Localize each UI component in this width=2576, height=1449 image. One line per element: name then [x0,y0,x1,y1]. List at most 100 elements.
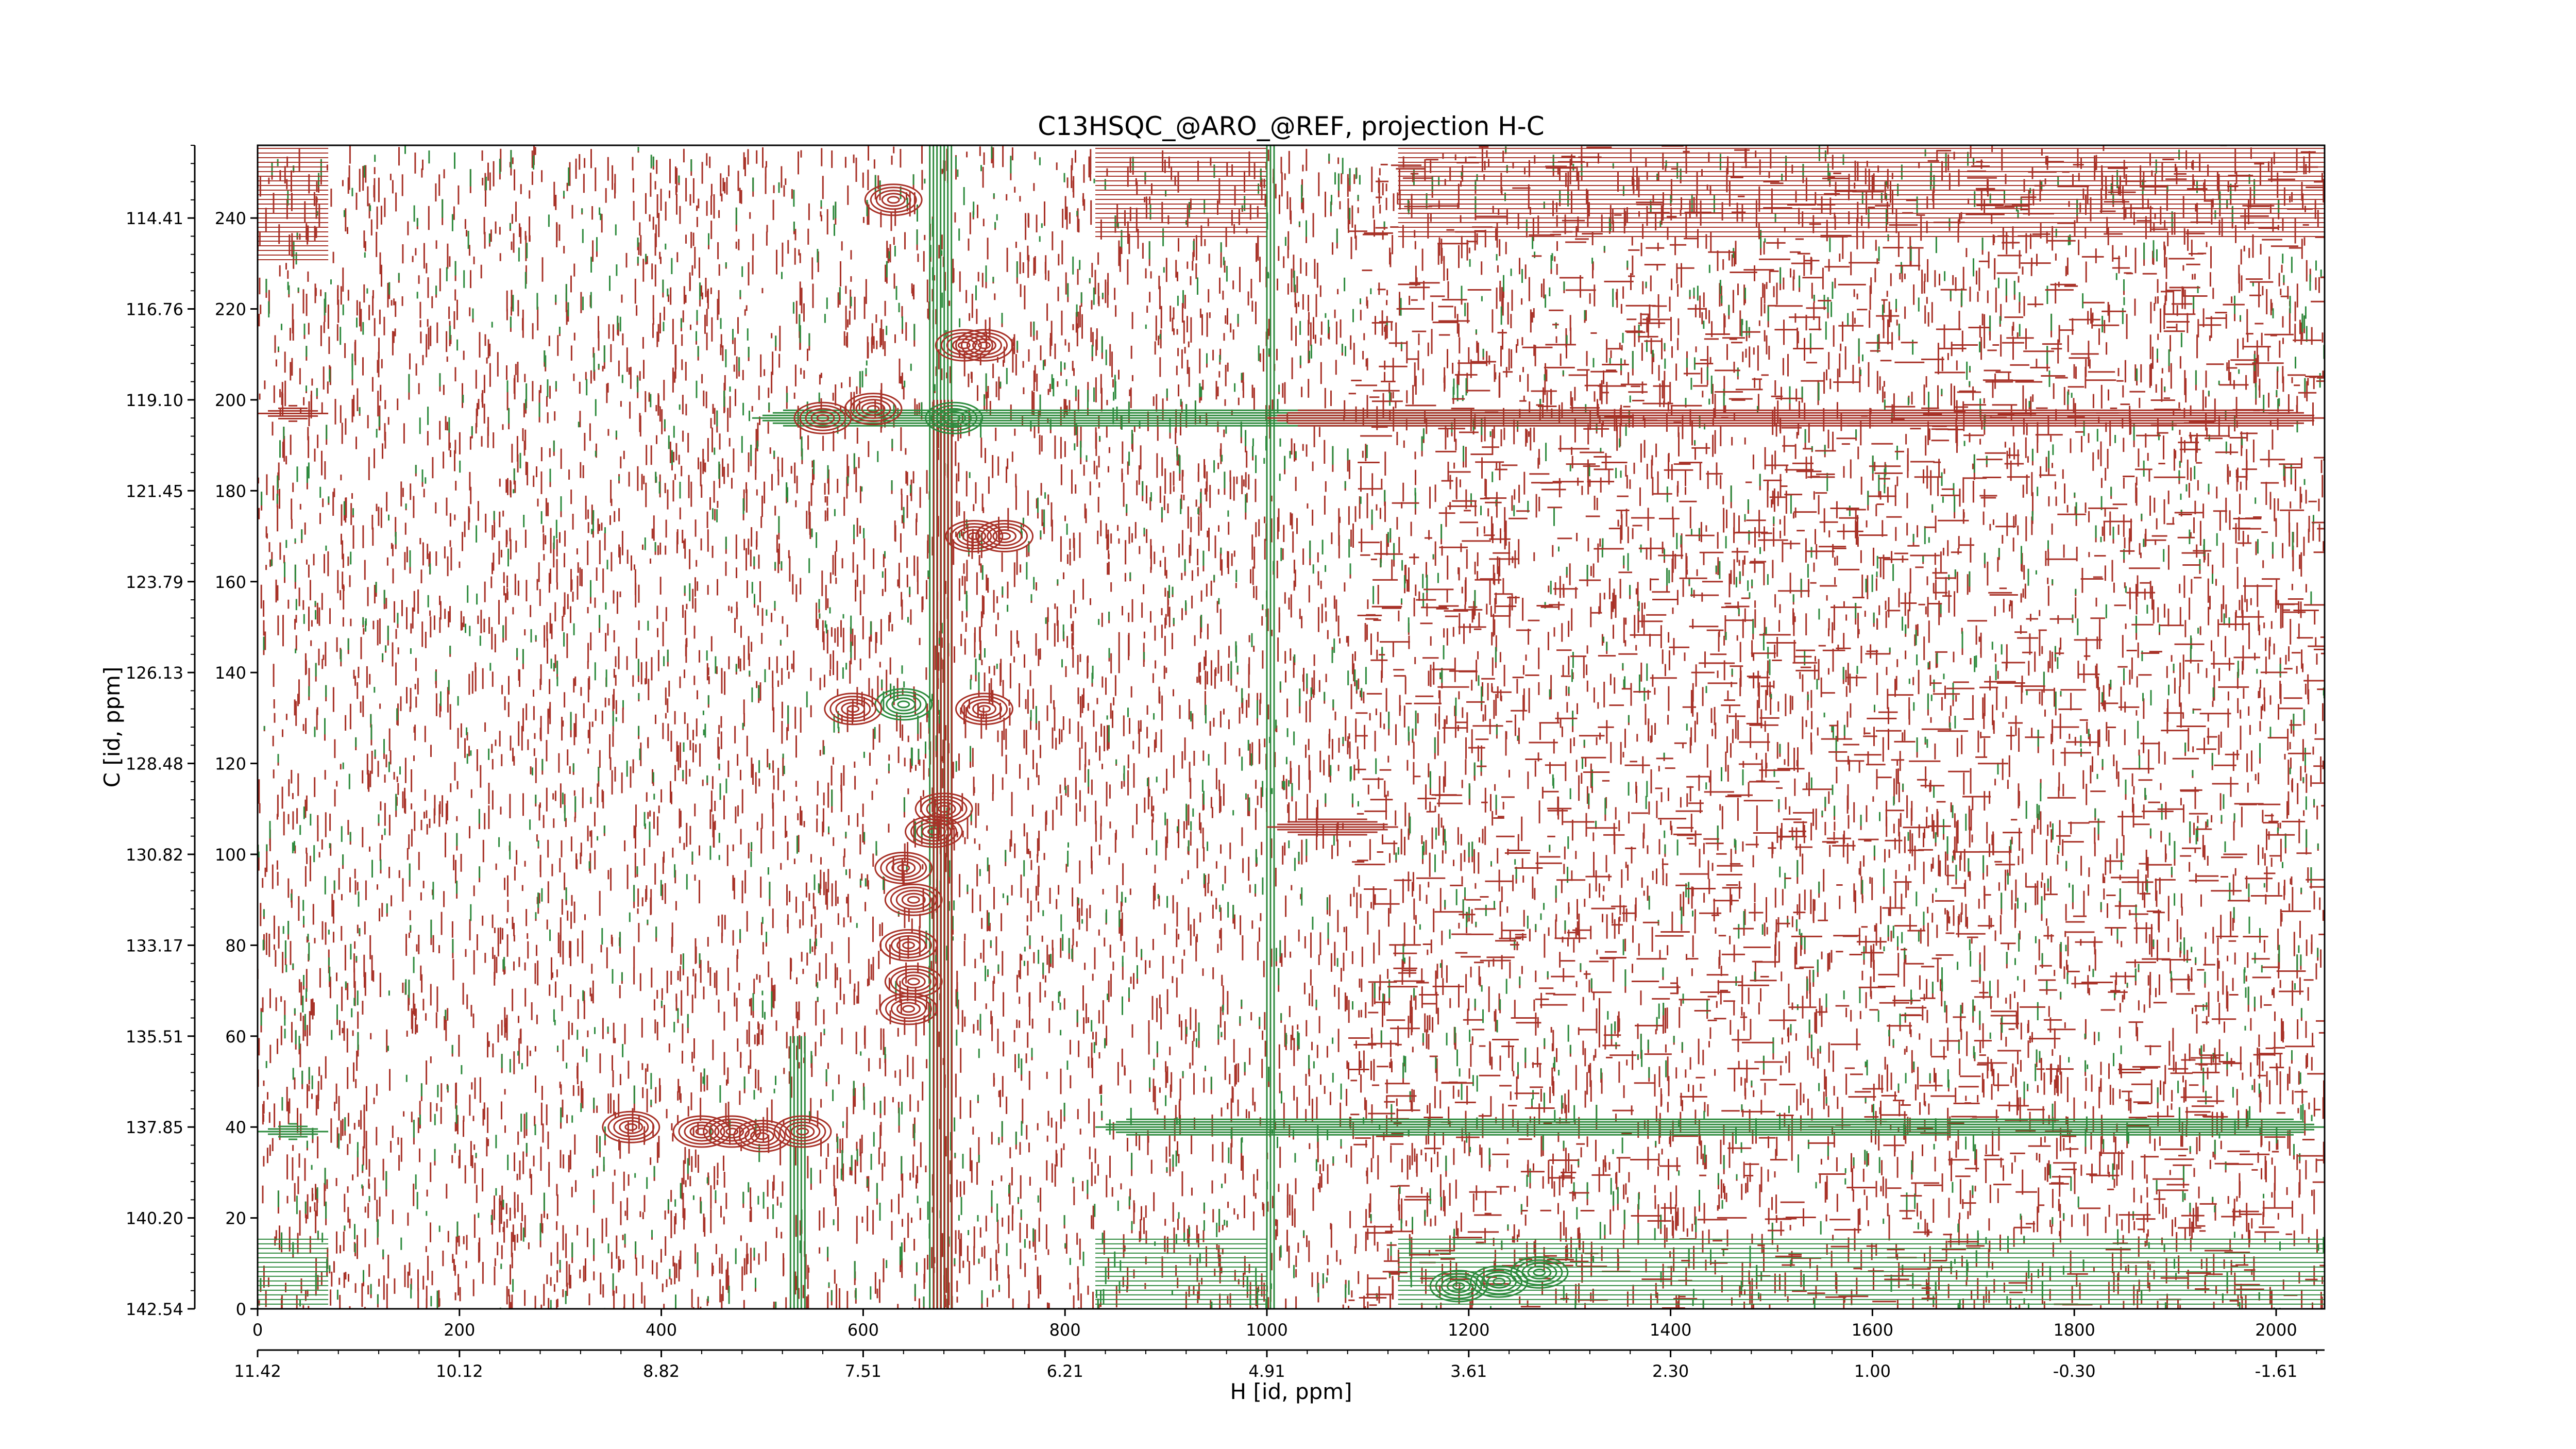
peak-contour [901,892,926,907]
y-points-axis-tick: 200 [215,391,258,410]
chart-title: C13HSQC_@ARO_@REF, projection H-C [1038,111,1544,141]
tick-label: 40 [225,1118,246,1137]
peak-19 [672,1115,731,1148]
peak-4 [925,401,984,434]
peak-contour [720,1124,744,1139]
peak-contour [1476,1268,1523,1295]
peak-12 [914,793,973,825]
x-axis-label: H [id, ppm] [1230,1379,1352,1404]
tick-label: 6.21 [1047,1361,1083,1381]
vertical-band-2 [933,399,953,1309]
x-ppm-axis-tick: 3.61 [1450,1350,1487,1381]
peak-contour [672,1115,731,1148]
peak-contour [885,996,932,1022]
x-ppm-axis-tick: 6.21 [1047,1350,1083,1381]
peak-contour [901,974,926,989]
horizontal-lines [258,148,329,260]
peak-contour [891,935,926,955]
peak-contour [1440,1276,1477,1296]
peak-contour [895,889,931,910]
horizontal-lines [1398,148,2325,237]
tick-label: 200 [215,391,246,410]
peak-contour [930,405,978,431]
plot-area [258,145,2325,1309]
x-ppm-axis-tick: 11.42 [234,1350,281,1381]
tick-label: 130.82 [126,845,183,865]
peak-contour [955,693,1013,726]
x-points-axis-tick: 1800 [2053,1309,2095,1340]
y-ppm-axis-tick: 142.54 [126,1300,195,1319]
tick-label: 600 [848,1320,879,1340]
peak-contour [886,694,922,715]
y-ppm-axis-tick: 126.13 [126,663,195,683]
peak-contour [793,401,852,434]
peak-contour [891,999,926,1019]
peak-contour [907,896,920,904]
peak-contour [891,861,916,875]
tick-label: 400 [646,1320,677,1340]
peak-contour [1435,1273,1482,1300]
peak-contour [875,190,911,210]
tick-label: 240 [215,209,246,228]
tick-label: 80 [225,936,246,955]
y-axis-label: C [id, ppm] [99,667,125,788]
peak-contour [1429,1270,1488,1303]
peak-contour [874,851,933,884]
y-ppm-axis-tick: 116.76 [126,300,195,319]
peak-contour [981,523,1028,549]
peak-contour [602,1110,660,1143]
y-points-axis-tick: 20 [225,1209,258,1228]
tick-label: 1.00 [1854,1361,1891,1381]
peak-contour [864,183,923,216]
peak-contour [785,1121,821,1142]
peak-contour [942,411,967,425]
peak-10 [955,693,1013,726]
peak-contour [891,697,916,712]
tick-label: -0.30 [2053,1361,2096,1381]
horizontal-ridge-5 [1267,818,1398,836]
tick-label: 0 [252,1320,263,1340]
y-ppm-axis-tick: 114.41 [126,209,195,228]
peak-contour [935,329,993,362]
y-points-axis-tick: 100 [215,845,258,865]
peak-contour [946,335,982,356]
horizontal-lines [1095,1238,1267,1309]
y-points-axis-tick: 40 [225,1118,258,1137]
y-ppm-axis: 142.54 140.20 137.85 135.51 133.17 130.82 128.… [126,145,195,1319]
peak-contour [855,399,891,419]
peak-0 [864,183,923,216]
peak-contour [895,971,931,992]
tick-label: 200 [444,1320,475,1340]
x-ppm-axis-tick: -1.61 [2255,1350,2297,1381]
texture-region-3 [258,1238,329,1309]
peak-2 [955,329,1013,362]
tick-label: 140 [215,663,246,683]
peak-contour [896,1002,921,1016]
peak-contour [613,1117,649,1137]
horizontal-lines [1398,1238,2325,1309]
peak-contour [998,532,1011,540]
peak-contour [725,1127,739,1136]
tick-label: 2.30 [1652,1361,1689,1381]
peak-contour [987,526,1023,546]
tick-label: 160 [215,572,246,592]
peak-contour [879,992,938,1025]
peak-contour [829,696,877,722]
peak-contour [881,193,906,207]
vertical-band-3 [1266,145,1275,1309]
peak-13 [874,851,933,884]
peak-contour [902,1005,915,1013]
peak-contour [1446,1279,1471,1293]
peak-contour [799,405,846,431]
tick-label: 120 [215,754,246,774]
peak-contour [750,1129,774,1143]
x-points-axis-tick: 1200 [1448,1309,1490,1340]
peak-contour [870,187,917,213]
vertical-band-1 [789,1036,806,1309]
x-ppm-axis-tick: 8.82 [643,1350,680,1381]
x-ppm-axis: 11.42 10.12 8.82 7.51 6.21 4.91 3.61 2.30 1.00 -0… [234,1350,2317,1381]
band-lines [789,1036,806,1309]
peak-contour [937,805,951,813]
horizontal-ridge-2 [1267,409,2325,427]
tick-label: 1200 [1448,1320,1489,1340]
